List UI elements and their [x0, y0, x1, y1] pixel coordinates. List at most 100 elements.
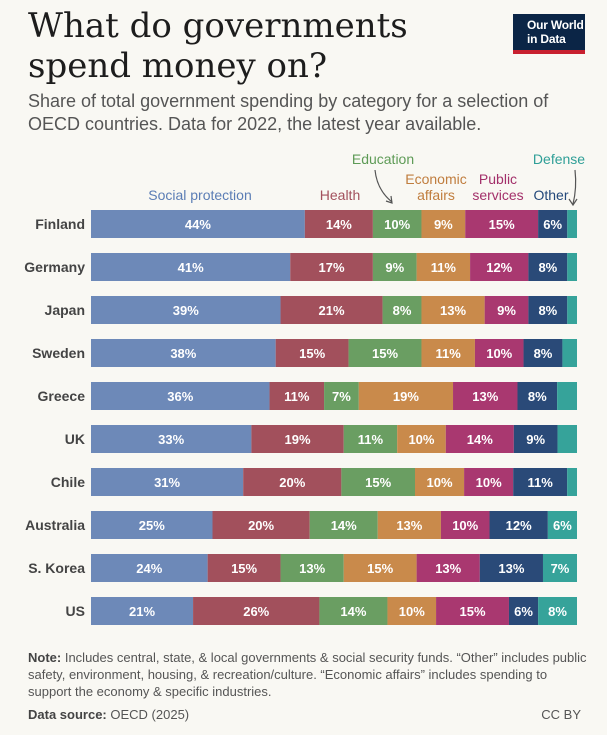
bar-segment[interactable]	[343, 425, 398, 453]
data-label: 13%	[435, 561, 461, 576]
bar-segment[interactable]	[470, 253, 529, 281]
data-label: 11%	[284, 389, 310, 404]
data-source: Data source: OECD (2025)	[28, 707, 189, 722]
bar-segment[interactable]	[275, 339, 349, 367]
bar-segment[interactable]	[382, 296, 422, 324]
bar-segment[interactable]	[484, 296, 529, 324]
bar-segment[interactable]	[464, 468, 514, 496]
bar-segment[interactable]	[542, 554, 577, 582]
data-label: 21%	[319, 303, 345, 318]
row-label: Greece	[38, 388, 86, 404]
bar-segment[interactable]	[91, 425, 252, 453]
bar-segment[interactable]	[290, 253, 373, 281]
bar-segment[interactable]	[280, 296, 383, 324]
bar-segment[interactable]	[91, 511, 213, 539]
bar-segment[interactable]	[567, 468, 577, 496]
bar-segment[interactable]	[562, 339, 577, 367]
bar-segment[interactable]	[91, 296, 281, 324]
bar-segment[interactable]	[538, 210, 568, 238]
bar-segment[interactable]	[567, 296, 577, 324]
data-label: 11%	[358, 432, 384, 447]
bar-segment[interactable]	[547, 511, 577, 539]
bar-rows: Finland 44% 14% 10% 9% 15% 6% Germany 41% 17% 9% 11…	[24, 210, 577, 625]
data-label: 8%	[538, 303, 557, 318]
bar-segment[interactable]	[557, 382, 577, 410]
bar-segment[interactable]	[517, 382, 558, 410]
bar-segment[interactable]	[567, 253, 577, 281]
bar-segment[interactable]	[421, 339, 475, 367]
bar-segment[interactable]	[91, 382, 270, 410]
bar-segment[interactable]	[528, 253, 568, 281]
bar-segment[interactable]	[557, 425, 577, 453]
bar-segment[interactable]	[440, 511, 490, 539]
bar-segment[interactable]	[416, 253, 471, 281]
bar-segment[interactable]	[193, 597, 320, 625]
bar-segment[interactable]	[397, 425, 446, 453]
owid-logo[interactable]: Our World in Data	[513, 14, 585, 54]
bar-segment[interactable]	[251, 425, 344, 453]
bar-segment[interactable]	[513, 425, 558, 453]
bar-segment[interactable]	[528, 296, 568, 324]
bar-segment[interactable]	[387, 597, 437, 625]
data-label: 20%	[248, 518, 274, 533]
bar-segment[interactable]	[416, 554, 480, 582]
data-label: 9%	[526, 432, 545, 447]
bar-segment[interactable]	[91, 468, 244, 496]
bar-segment[interactable]	[324, 382, 359, 410]
row-label: S. Korea	[28, 560, 85, 576]
data-label: 21%	[129, 604, 155, 619]
bar-segment[interactable]	[280, 554, 344, 582]
data-label: 15%	[365, 475, 391, 490]
bar-segment[interactable]	[348, 339, 422, 367]
bar-segment[interactable]	[341, 468, 415, 496]
bar-segment[interactable]	[91, 210, 305, 238]
data-label: 7%	[332, 389, 351, 404]
bar-segment[interactable]	[479, 554, 543, 582]
bar-segment[interactable]	[91, 597, 194, 625]
bar-segment[interactable]	[91, 339, 276, 367]
bar-segment[interactable]	[377, 511, 441, 539]
bar-segment[interactable]	[465, 210, 539, 238]
license[interactable]: CC BY	[541, 707, 581, 722]
row-label: Chile	[51, 474, 85, 490]
data-label: 13%	[396, 518, 422, 533]
bar-segment[interactable]	[269, 382, 325, 410]
data-label: 19%	[393, 389, 419, 404]
bar-segment[interactable]	[523, 339, 563, 367]
bar-segment[interactable]	[415, 468, 465, 496]
bar-segment[interactable]	[91, 253, 291, 281]
bar-segment[interactable]	[243, 468, 342, 496]
bar-segment[interactable]	[453, 382, 518, 410]
bar-segment[interactable]	[212, 511, 310, 539]
bar-segment[interactable]	[343, 554, 417, 582]
bar-segment[interactable]	[372, 253, 417, 281]
source-text: OECD (2025)	[110, 707, 190, 722]
bar-segment[interactable]	[207, 554, 281, 582]
bar-segment[interactable]	[421, 296, 485, 324]
bar-segment[interactable]	[508, 597, 539, 625]
bar-segment[interactable]	[513, 468, 568, 496]
bar-segment[interactable]	[489, 511, 548, 539]
legend-label: Defense	[533, 151, 585, 167]
bar-segment[interactable]	[319, 597, 388, 625]
data-label: 8%	[534, 346, 553, 361]
bar-segment[interactable]	[436, 597, 509, 625]
bar-segment[interactable]	[372, 210, 422, 238]
bar-segment[interactable]	[538, 597, 577, 625]
bar-segment[interactable]	[309, 511, 378, 539]
bar-segment[interactable]	[567, 210, 577, 238]
data-label: 10%	[384, 217, 410, 232]
row-label: UK	[65, 431, 85, 447]
source-label: Data source:	[28, 707, 107, 722]
data-label: 44%	[185, 217, 211, 232]
bar-segment[interactable]	[304, 210, 373, 238]
bar-segment[interactable]	[358, 382, 454, 410]
data-label: 15%	[367, 561, 393, 576]
data-label: 8%	[393, 303, 412, 318]
data-label: 15%	[231, 561, 257, 576]
data-label: 10%	[408, 432, 434, 447]
bar-segment[interactable]	[421, 210, 466, 238]
bar-segment[interactable]	[91, 554, 208, 582]
bar-segment[interactable]	[445, 425, 514, 453]
bar-segment[interactable]	[474, 339, 524, 367]
